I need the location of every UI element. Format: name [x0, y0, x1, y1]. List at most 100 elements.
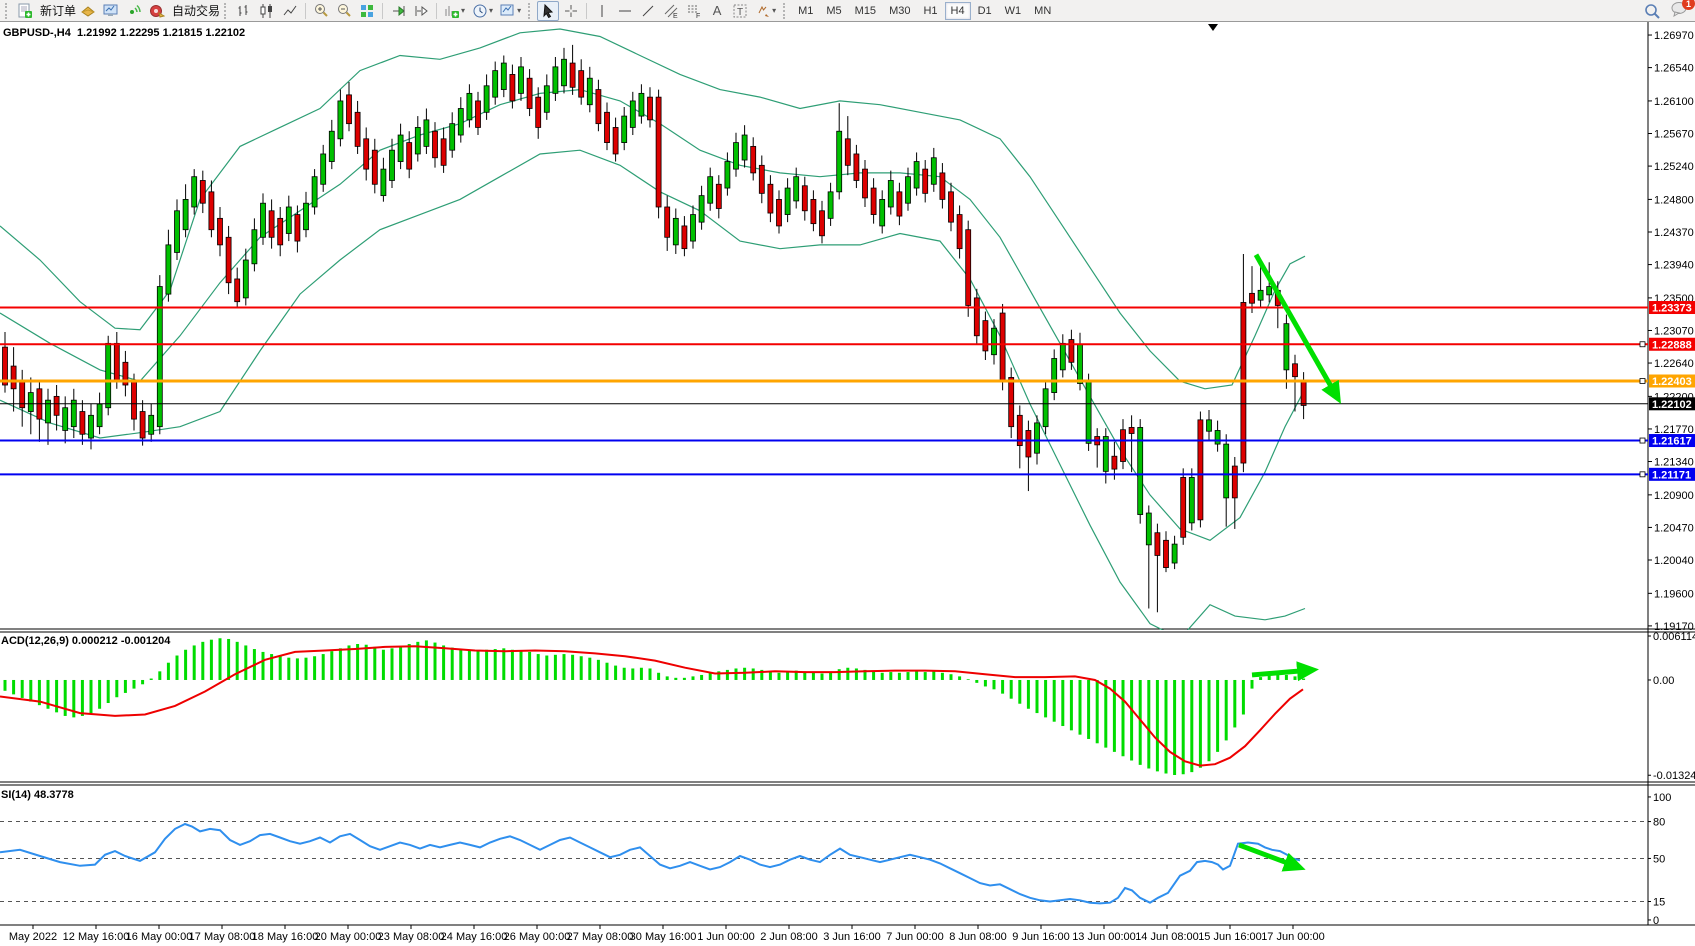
autotrade-icon	[150, 4, 166, 18]
zoom-in-icon	[315, 3, 328, 17]
channel-letter: E	[673, 13, 678, 19]
toolbar-separator	[305, 2, 307, 19]
bar-chart-mode-button[interactable]	[233, 1, 255, 21]
tf-h1-button[interactable]: H1	[923, 4, 938, 17]
tf-w1-button[interactable]: W1	[1004, 4, 1022, 17]
tf-h4-button[interactable]: H4	[944, 1, 971, 20]
toolbar-grip[interactable]	[5, 2, 10, 19]
new-order-button[interactable]	[14, 1, 36, 21]
candle-chart-mode-button[interactable]	[256, 1, 278, 21]
time-axis-label: 20 May 00:00	[315, 931, 382, 943]
arrows-caret[interactable]: ▾	[772, 6, 777, 15]
tf-m1-button[interactable]: M1	[798, 4, 814, 17]
price-axis-label: 1.23070	[1654, 325, 1694, 337]
price-axis-label: 1.24370	[1654, 227, 1694, 239]
time-axis-label: 13 Jun 00:00	[1072, 931, 1136, 943]
monitor-icon	[103, 4, 118, 16]
signals-button[interactable]	[123, 1, 145, 21]
time-axis-label: 24 May 16:00	[441, 931, 508, 943]
market-watch-button[interactable]	[100, 1, 122, 21]
macd-axis-label: 0.00	[1653, 675, 1674, 687]
price-axis: 1.26970 1.26540 1.26100 1.25670 1.25240 1.248…	[1648, 30, 1695, 927]
rsi-panel[interactable]	[0, 821, 1648, 905]
time-axis-label: 26 May 00:00	[504, 931, 571, 943]
search-icon[interactable]	[1644, 3, 1661, 20]
signal-icon	[130, 4, 141, 14]
rsi-axis-label: 50	[1653, 853, 1665, 865]
price-tag	[1649, 337, 1695, 351]
time-axis-label: 17 May 08:00	[189, 931, 256, 943]
quotes-button[interactable]	[77, 1, 99, 21]
horizontal-line-icon	[619, 10, 632, 11]
indicators-caret[interactable]: ▾	[461, 6, 466, 15]
main-price-panel[interactable]	[0, 28, 1648, 639]
new-order-icon	[18, 3, 32, 18]
price-tag-label: 1.21617	[1652, 436, 1692, 448]
rsi-down-arrow[interactable]	[1238, 842, 1306, 872]
templates-button[interactable]: ▾	[497, 1, 524, 21]
periods-caret[interactable]: ▾	[489, 6, 494, 15]
label-letter: T	[737, 7, 743, 18]
text-label-tool-button[interactable]: T	[729, 1, 751, 21]
macd-flat-arrow[interactable]	[1251, 661, 1319, 682]
tf-mn-button[interactable]: MN	[1034, 4, 1052, 17]
chart-area[interactable]: 1.26970 1.26540 1.26100 1.25670 1.25240 1.248…	[0, 22, 1695, 946]
crosshair-icon	[565, 4, 578, 17]
macd-panel[interactable]	[0, 638, 1319, 775]
toolbar-separator	[586, 2, 588, 19]
tf-m5-button[interactable]: M5	[826, 4, 842, 17]
fibonacci-letter: F	[696, 13, 700, 19]
tf-m15-button[interactable]: M15	[854, 4, 877, 17]
fibonacci-tool-button[interactable]: F	[683, 1, 705, 21]
zoom-in-button[interactable]	[310, 1, 332, 21]
toolbar-separator	[436, 2, 438, 19]
autotrade-label[interactable]: 自动交易	[172, 4, 221, 18]
tf-m30-button[interactable]: M30	[889, 4, 911, 17]
periods-button[interactable]: ▾	[469, 1, 496, 21]
vertical-line-tool-button[interactable]	[591, 1, 613, 21]
text-label-icon: T	[733, 4, 747, 18]
horizontal-line-tool-button[interactable]	[614, 1, 636, 21]
toolbar-grip[interactable]	[224, 2, 229, 19]
templates-caret[interactable]: ▾	[517, 6, 522, 15]
tile-windows-button[interactable]	[356, 1, 378, 21]
arrows-tool-icon	[758, 5, 770, 17]
price-tag-label: 1.23373	[1652, 303, 1692, 315]
price-tag	[1649, 467, 1695, 481]
rsi-axis-label: 100	[1653, 792, 1671, 804]
candlestick-icon	[260, 3, 273, 18]
trendline-tool-button[interactable]	[637, 1, 659, 21]
cursor-tool-button[interactable]	[537, 0, 560, 21]
text-tool-icon: A	[712, 3, 722, 18]
bollinger-bands	[0, 28, 1306, 630]
arrows-tool-button[interactable]: ▾	[752, 1, 779, 21]
toolbar-grip[interactable]	[528, 2, 533, 19]
indicators-button[interactable]: ▾	[441, 1, 468, 21]
new-order-label[interactable]: 新订单	[40, 4, 77, 18]
price-axis-label: 1.19170	[1654, 621, 1694, 633]
time-axis-label: 3 Jun 16:00	[823, 931, 881, 943]
channel-tool-button[interactable]: E	[660, 1, 682, 21]
trend-down-arrow[interactable]	[1253, 253, 1341, 404]
tf-d1-button[interactable]: D1	[977, 4, 992, 17]
zoom-out-button[interactable]	[333, 1, 355, 21]
auto-scroll-button[interactable]	[387, 1, 409, 21]
crosshair-tool-button[interactable]	[560, 1, 582, 21]
toolbar-grip[interactable]	[783, 2, 788, 19]
line-chart-mode-button[interactable]	[279, 1, 301, 21]
text-tool-button[interactable]: A	[706, 1, 728, 21]
notifications-button[interactable]: 1	[1671, 0, 1695, 22]
price-tag	[1649, 301, 1695, 315]
chart-shift-button[interactable]	[410, 1, 432, 21]
price-axis-label: 1.22640	[1654, 358, 1694, 370]
price-axis-label: 1.21770	[1654, 424, 1694, 436]
price-axis-label: 1.25670	[1654, 129, 1694, 141]
autotrade-button[interactable]	[146, 1, 168, 21]
chart-shift-marker-icon[interactable]	[1208, 24, 1218, 31]
rsi-axis-label: 80	[1653, 817, 1665, 829]
price-axis-label: 1.26540	[1654, 63, 1694, 75]
notification-badge: 1	[1682, 0, 1695, 10]
